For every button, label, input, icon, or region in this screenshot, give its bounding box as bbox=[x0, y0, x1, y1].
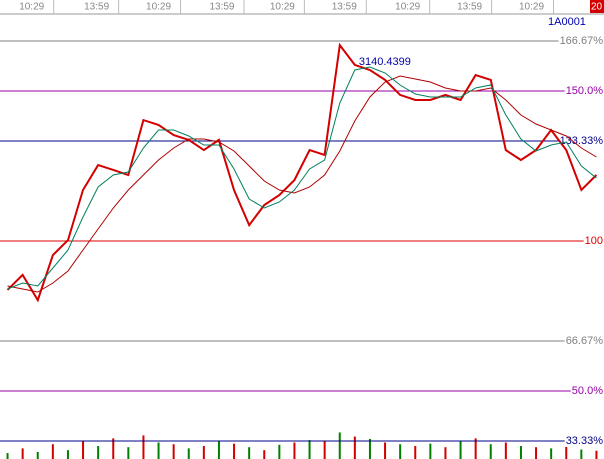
label-bg bbox=[564, 434, 604, 447]
volume-bar bbox=[142, 435, 145, 459]
x-tick-label: 13:59 bbox=[457, 2, 482, 13]
volume-bar bbox=[353, 436, 356, 459]
label-bg bbox=[570, 384, 604, 397]
volume-bar bbox=[66, 450, 69, 459]
volume-bar bbox=[6, 453, 9, 459]
volume-bar bbox=[51, 444, 54, 459]
volume-bar bbox=[202, 446, 205, 459]
y-tick-label: 33.33% bbox=[566, 435, 604, 447]
volume-bar bbox=[157, 442, 160, 459]
volume-bar bbox=[504, 442, 507, 459]
volume-bar bbox=[263, 450, 266, 459]
x-tick-label: 13:59 bbox=[332, 2, 357, 13]
y-tick-label: 100 bbox=[585, 235, 603, 247]
volume-bar bbox=[112, 438, 115, 459]
volume-bar bbox=[308, 440, 311, 459]
x-tick-label: 10:29 bbox=[395, 2, 420, 13]
series-line bbox=[7, 66, 597, 290]
volume-bar bbox=[459, 441, 462, 459]
volume-bar bbox=[368, 438, 371, 459]
volume-bar bbox=[519, 446, 522, 459]
volume-bar bbox=[293, 442, 296, 459]
volume-bar bbox=[550, 448, 553, 459]
label-bg bbox=[583, 234, 604, 247]
series-line bbox=[6, 42, 598, 303]
label-bg bbox=[558, 34, 604, 47]
x-tick-label: 13:59 bbox=[209, 2, 234, 13]
volume-bar bbox=[187, 448, 190, 459]
series-line bbox=[7, 75, 597, 293]
volume-bar bbox=[21, 448, 24, 459]
volume-bar bbox=[323, 441, 326, 459]
badge: 20 bbox=[591, 2, 603, 13]
volume-bar bbox=[474, 438, 477, 459]
volume-bar bbox=[595, 450, 598, 459]
x-tick-label: 10:29 bbox=[270, 2, 295, 13]
volume-bar bbox=[338, 432, 341, 459]
x-tick-label: 10:29 bbox=[19, 2, 44, 13]
volume-bar bbox=[82, 441, 85, 459]
volume-bar bbox=[565, 444, 568, 459]
volume-bar bbox=[580, 449, 583, 459]
x-tick-label: 13:59 bbox=[84, 2, 109, 13]
volume-bar bbox=[384, 442, 387, 459]
volume-bar bbox=[535, 447, 538, 459]
volume-bar bbox=[233, 443, 236, 459]
volume-bar bbox=[444, 447, 447, 459]
label-bg bbox=[558, 134, 604, 147]
volume-bar bbox=[399, 444, 402, 459]
volume-bar bbox=[414, 446, 417, 459]
label-bg bbox=[564, 334, 604, 347]
x-tick-label: 10:29 bbox=[519, 2, 544, 13]
x-tick-label: 10:29 bbox=[146, 2, 171, 13]
volume-bar bbox=[127, 447, 130, 459]
volume-bar bbox=[429, 443, 432, 459]
volume-bar bbox=[97, 446, 100, 459]
volume-bar bbox=[172, 444, 175, 459]
y-tick-label: 150.0% bbox=[566, 85, 604, 97]
time-bar bbox=[0, 0, 604, 14]
index-code: 1A0001 bbox=[548, 16, 586, 28]
volume-bar bbox=[36, 451, 39, 459]
y-tick-label: 133.33% bbox=[560, 135, 604, 147]
volume-bar bbox=[278, 444, 281, 459]
y-tick-label: 66.67% bbox=[566, 335, 604, 347]
label-bg bbox=[564, 84, 604, 97]
y-tick-label: 166.67% bbox=[560, 35, 604, 47]
volume-bar bbox=[217, 441, 220, 459]
badge-bg bbox=[590, 0, 604, 13]
volume-bar bbox=[248, 447, 251, 459]
volume-bar bbox=[489, 444, 492, 459]
peak-annotation: 3140.4399 bbox=[359, 56, 411, 68]
y-tick-label: 50.0% bbox=[572, 385, 603, 397]
